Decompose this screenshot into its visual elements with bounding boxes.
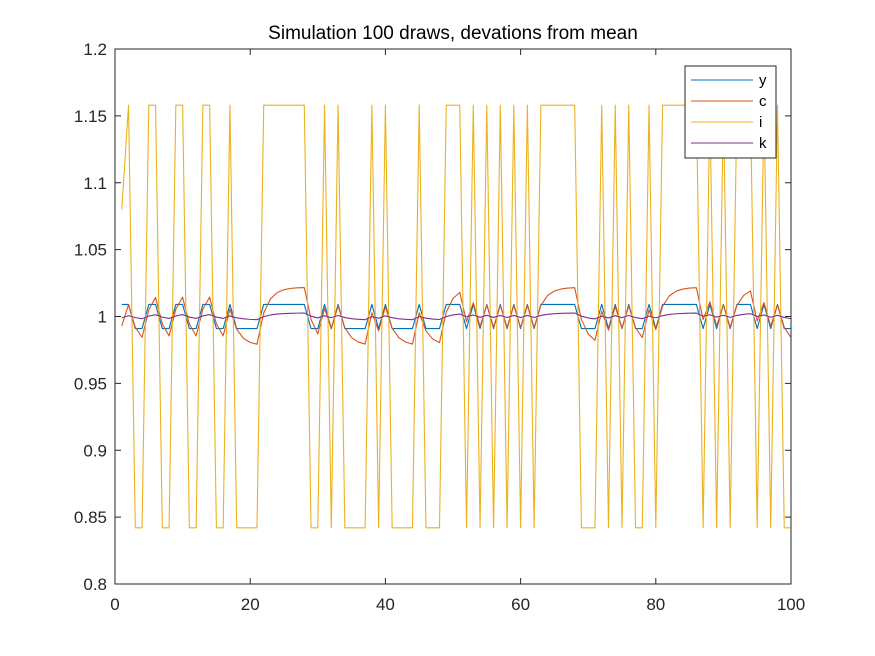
ticks-layer: 0 20 40 60 80 100 0.8 0.85 0.9 0.95 1 1.05 1.1 1.15 1.… <box>74 40 805 614</box>
x-tick-label: 40 <box>376 595 395 614</box>
y-tick-label: 0.85 <box>74 508 107 527</box>
series-line-k <box>121 312 792 321</box>
y-tick-label: 0.9 <box>83 441 107 460</box>
y-tick-label: 1 <box>98 308 107 327</box>
legend-label-c: c <box>759 93 767 110</box>
y-tick-label: 0.95 <box>74 374 107 393</box>
legend-label-y: y <box>759 72 767 89</box>
y-tick-label: 1.2 <box>83 40 107 59</box>
x-tick-label: 100 <box>777 595 805 614</box>
x-tick-label: 80 <box>646 595 665 614</box>
legend-label-k: k <box>759 135 767 152</box>
series-layer <box>121 104 792 529</box>
y-tick-label: 1.15 <box>74 107 107 126</box>
x-tick-label: 60 <box>511 595 530 614</box>
chart-title: Simulation 100 draws, devations from mea… <box>268 23 638 44</box>
y-tick-label: 1.1 <box>83 174 107 193</box>
legend-label-i: i <box>759 114 762 131</box>
y-tick-label: 0.8 <box>83 575 107 594</box>
x-tick-label: 0 <box>110 595 119 614</box>
x-tick-label: 20 <box>241 595 260 614</box>
y-tick-label: 1.05 <box>74 241 107 260</box>
